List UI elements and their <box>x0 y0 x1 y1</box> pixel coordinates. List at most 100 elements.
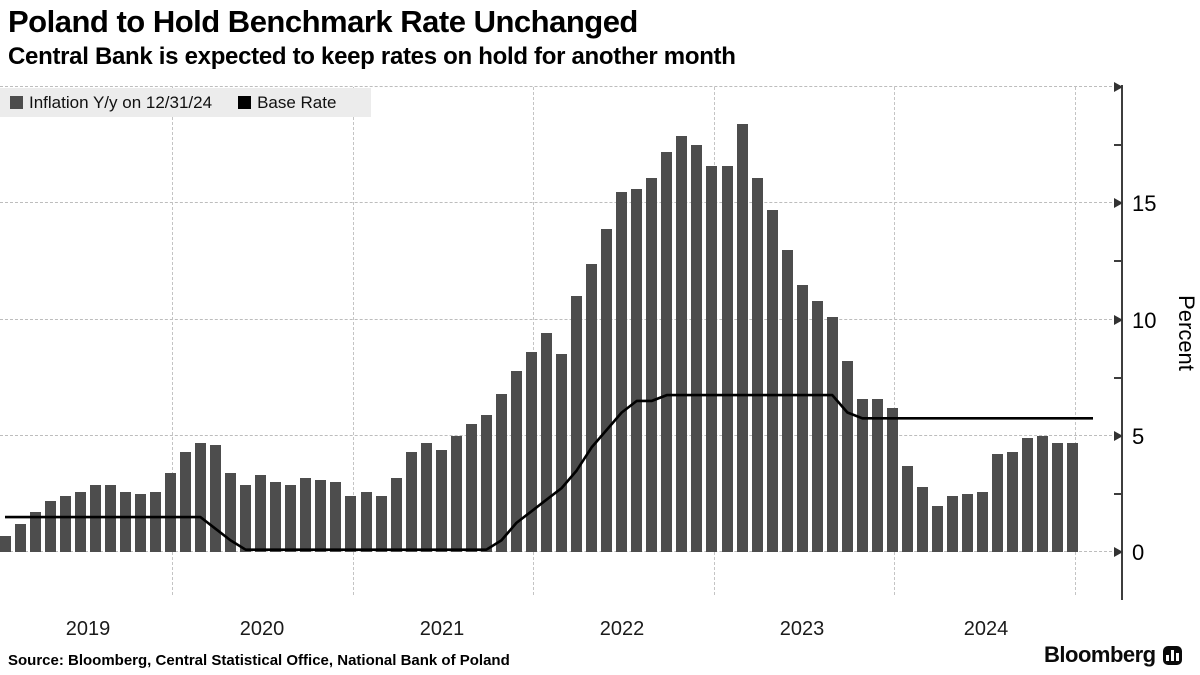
inflation-bar <box>495 393 507 552</box>
inflation-bar <box>240 484 252 552</box>
inflation-bar <box>525 352 537 552</box>
axis-minor-tick <box>1114 260 1123 263</box>
inflation-bar <box>1037 435 1049 552</box>
inflation-bar <box>360 491 372 552</box>
inflation-bar <box>826 317 838 552</box>
legend-item-inflation: Inflation Y/y on 12/31/24 <box>10 93 212 113</box>
inflation-bar <box>601 228 613 552</box>
inflation-bar <box>29 512 41 552</box>
axis-minor-tick <box>1114 492 1123 495</box>
x-year-label: 2024 <box>963 618 1009 640</box>
gridline-vertical <box>533 87 535 595</box>
bloomberg-logo: Bloomberg <box>1044 642 1182 668</box>
inflation-bar <box>962 493 974 552</box>
inflation-bar <box>285 484 297 552</box>
inflation-bar <box>149 491 161 552</box>
axis-tick-arrow-icon <box>1114 198 1123 209</box>
x-year-label: 2022 <box>599 618 645 640</box>
inflation-bar <box>330 482 342 552</box>
inflation-bar <box>586 263 598 552</box>
axis-tick-arrow-icon <box>1114 430 1123 441</box>
source-text: Source: Bloomberg, Central Statistical O… <box>8 652 510 669</box>
inflation-bar <box>541 333 552 552</box>
inflation-bar <box>616 191 628 552</box>
inflation-bar <box>0 535 11 552</box>
y-axis <box>1121 85 1123 600</box>
inflation-bar <box>631 189 643 552</box>
inflation-bar <box>841 361 853 552</box>
inflation-bar <box>661 152 673 552</box>
inflation-bar <box>1052 442 1064 552</box>
inflation-bar <box>14 524 26 552</box>
inflation-bar <box>480 414 492 552</box>
inflation-bar <box>766 210 778 552</box>
axis-minor-tick <box>1114 376 1123 379</box>
legend-label-base-rate: Base Rate <box>257 92 337 112</box>
inflation-bar <box>375 496 387 552</box>
gridline-horizontal <box>0 86 1122 87</box>
inflation-bar <box>465 424 477 552</box>
inflation-bar <box>947 496 959 552</box>
inflation-bar <box>300 477 312 552</box>
inflation-bar <box>886 407 898 552</box>
inflation-bar <box>932 505 944 552</box>
inflation-bar <box>781 249 793 552</box>
bloomberg-chart-icon <box>1162 645 1182 665</box>
gridline-vertical <box>1074 87 1076 595</box>
y-tick-label: 0 <box>1132 540 1145 565</box>
base-rate-swatch-icon <box>238 96 252 109</box>
inflation-bar <box>917 486 929 552</box>
inflation-bar <box>856 398 868 552</box>
inflation-bar <box>59 496 71 552</box>
inflation-bar <box>270 482 282 552</box>
inflation-bar <box>210 445 222 552</box>
inflation-bar <box>1022 438 1034 552</box>
inflation-bar <box>119 491 131 552</box>
inflation-bar <box>405 452 417 552</box>
inflation-bar <box>44 500 56 552</box>
x-year-label: 2020 <box>239 618 285 640</box>
inflation-bar <box>1007 452 1019 552</box>
inflation-bar <box>390 477 402 552</box>
inflation-bar <box>315 479 327 552</box>
inflation-bar <box>871 398 883 552</box>
inflation-bar <box>646 177 658 552</box>
inflation-bar <box>902 465 914 552</box>
axis-minor-tick <box>1114 144 1123 147</box>
inflation-bar <box>345 496 357 552</box>
x-year-label: 2021 <box>419 618 465 640</box>
inflation-bar <box>225 472 237 552</box>
axis-tick-arrow-icon <box>1114 314 1123 325</box>
inflation-bar <box>510 370 522 552</box>
legend-item-base-rate: Base Rate <box>238 93 336 113</box>
axis-tick-arrow-icon <box>1114 547 1123 557</box>
gridline-horizontal <box>0 202 1122 204</box>
inflation-bar <box>706 166 718 552</box>
x-year-label: 2023 <box>779 618 825 640</box>
y-tick-label: 15 <box>1132 191 1157 217</box>
inflation-bar <box>164 472 176 552</box>
y-tick-label: 10 <box>1132 307 1157 333</box>
inflation-bar <box>450 435 462 552</box>
inflation-bar <box>255 475 267 552</box>
chart-subtitle: Central Bank is expected to keep rates o… <box>8 43 736 70</box>
inflation-bar <box>74 491 86 552</box>
inflation-bar <box>556 354 568 552</box>
y-tick-label: 5 <box>1132 423 1145 449</box>
legend: Inflation Y/y on 12/31/24 Base Rate <box>0 88 371 117</box>
inflation-bar <box>721 166 733 552</box>
gridline-vertical <box>352 87 354 595</box>
chart-title: Poland to Hold Benchmark Rate Unchanged <box>8 4 638 39</box>
inflation-bar <box>691 145 703 552</box>
inflation-bar <box>796 284 808 552</box>
inflation-bar <box>751 177 763 552</box>
inflation-swatch-icon <box>10 96 23 109</box>
inflation-bar <box>1067 442 1079 552</box>
inflation-bar <box>420 442 432 552</box>
inflation-bar <box>134 493 146 552</box>
inflation-bar <box>195 442 207 552</box>
inflation-bar <box>977 491 989 552</box>
inflation-bar <box>676 135 688 552</box>
